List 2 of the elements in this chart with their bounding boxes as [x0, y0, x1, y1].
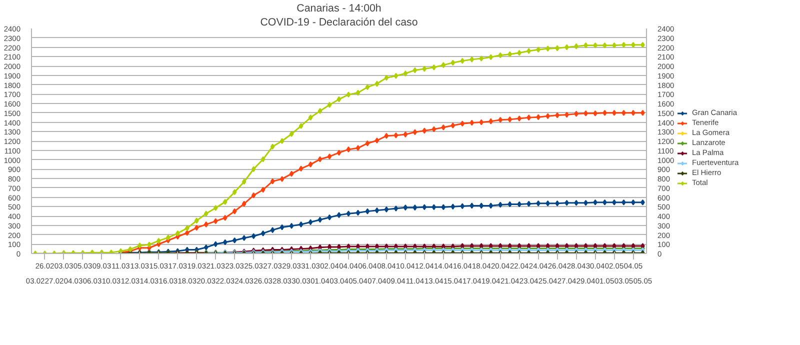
chart-title: Canarias - 14:00h	[296, 2, 382, 14]
chart-subtitle: COVID-19 - Declaración del caso	[260, 16, 418, 28]
